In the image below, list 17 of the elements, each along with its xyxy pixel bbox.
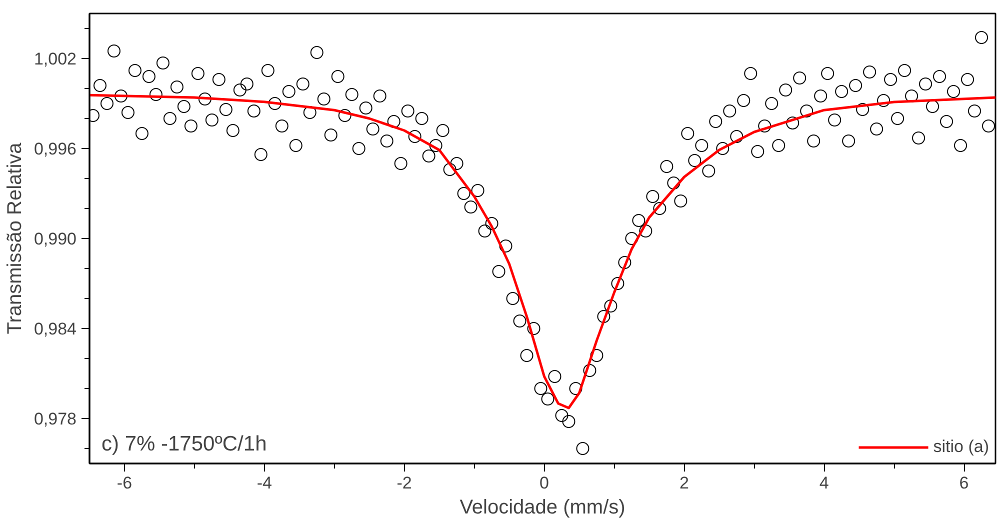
x-tick-label: -6 <box>116 474 132 492</box>
x-axis-title: Velocidade (mm/s) <box>460 496 626 518</box>
x-tick-label: 2 <box>679 474 689 492</box>
y-tick-label: 0,978 <box>34 410 77 428</box>
x-tick-label: -4 <box>256 474 272 492</box>
x-tick-label: 0 <box>540 474 549 492</box>
x-tick-label: 6 <box>959 474 969 492</box>
legend-label: sitio (a) <box>933 437 989 457</box>
y-tick-label: 0,990 <box>34 230 77 248</box>
y-tick-label: 0,996 <box>34 140 77 158</box>
annotation: c) 7% -1750ºC/1h <box>102 432 267 456</box>
y-tick-label: 0,984 <box>34 320 77 338</box>
y-tick-label: 1,002 <box>34 50 77 68</box>
line-series <box>90 94 996 410</box>
y-axis-title: Transmissão Relativa <box>4 142 26 334</box>
x-tick-label: -2 <box>396 474 412 492</box>
x-tick-label: 4 <box>819 474 829 492</box>
